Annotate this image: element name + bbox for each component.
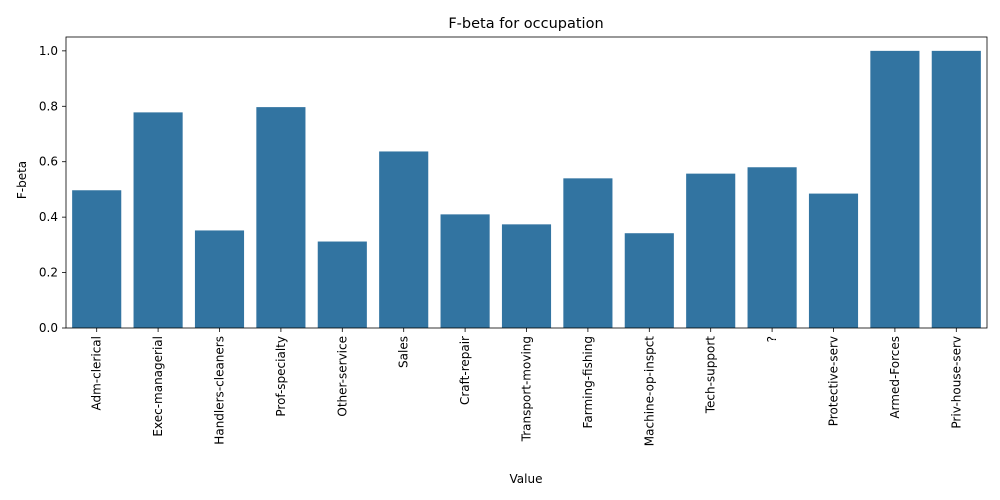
x-tick-label: Armed-Forces — [888, 336, 902, 419]
x-tick-label: Exec-managerial — [151, 336, 165, 437]
bar-armed-forces — [870, 50, 920, 329]
x-tick-label: Protective-serv — [827, 336, 841, 426]
x-tick-label: Handlers-cleaners — [213, 336, 227, 445]
x-tick-label: Adm-clerical — [90, 336, 104, 411]
plot-frame — [65, 36, 988, 329]
x-tick-label: Other-service — [335, 336, 349, 417]
bar-other-service — [317, 241, 367, 328]
bar-adm-clerical — [72, 190, 122, 328]
x-tick-label: Transport-moving — [520, 336, 534, 442]
x-axis-title: Value — [510, 472, 543, 486]
axes-layer: Adm-clerical Exec-managerial Handlers-clea… — [39, 36, 988, 446]
x-tick-label: Machine-op-inspct — [642, 336, 656, 446]
x-tick-label: Craft-repair — [458, 336, 472, 405]
bar-craft-repair — [440, 214, 490, 328]
x-tick-label: Tech-support — [704, 336, 718, 415]
bar-farming-fishing — [563, 178, 613, 328]
bar-unknown — [747, 167, 797, 328]
y-tick-label: 0.8 — [39, 99, 58, 113]
x-tick-label: Farming-fishing — [581, 336, 595, 428]
bar-handlers-cleaners — [194, 230, 245, 328]
bars-layer — [72, 50, 981, 329]
x-tick-label: Prof-specialty — [274, 336, 288, 417]
x-tick-label: ? — [765, 336, 779, 342]
bar-sales — [379, 151, 429, 328]
bar-tech-support — [686, 173, 736, 328]
bar-priv-house-serv — [931, 50, 981, 329]
chart-title: F-beta for occupation — [448, 16, 603, 32]
x-tick-label: Sales — [397, 336, 411, 368]
y-axis-title: F-beta — [15, 161, 29, 199]
y-tick-label: 0.4 — [39, 210, 58, 224]
y-tick-label: 0.6 — [39, 155, 58, 169]
x-tick-label: Priv-house-serv — [949, 336, 963, 429]
bar-prof-specialty — [256, 107, 306, 329]
y-tick-label: 0.0 — [39, 321, 58, 335]
y-tick-label: 1.0 — [39, 44, 58, 58]
bar-protective-serv — [808, 193, 859, 328]
bar-machine-op-inspct — [624, 233, 674, 328]
y-tick-label: 0.2 — [39, 266, 58, 280]
bar-exec-managerial — [133, 112, 183, 328]
bar-transport-moving — [501, 224, 552, 328]
